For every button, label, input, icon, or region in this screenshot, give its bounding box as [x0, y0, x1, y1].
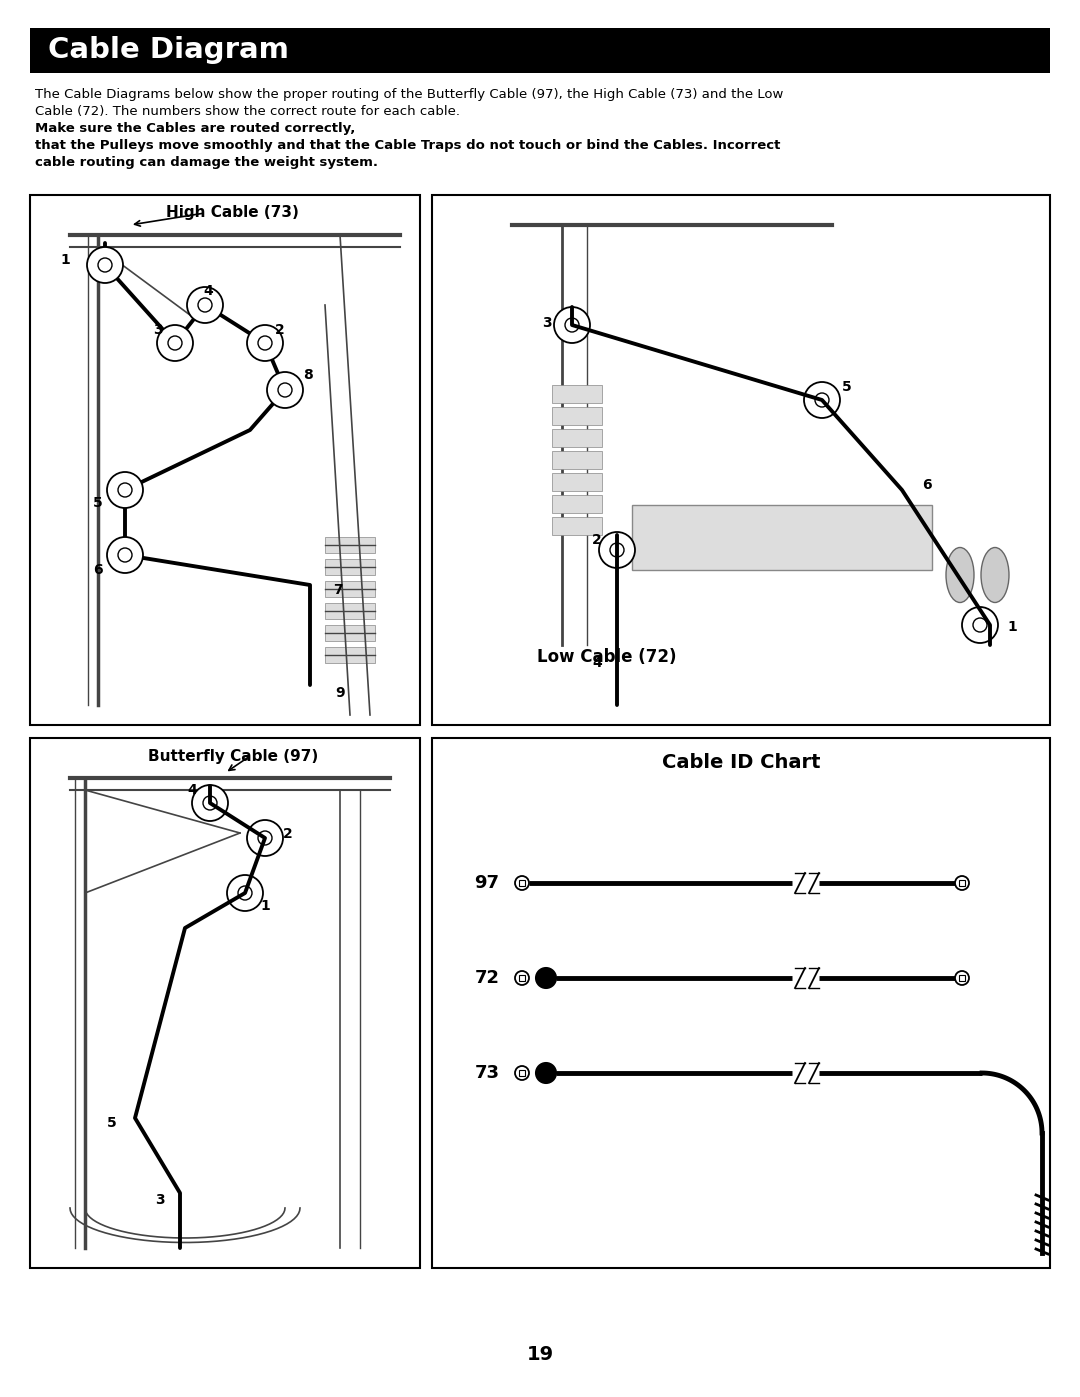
Bar — [325, 581, 375, 597]
Text: Make sure the Cables are routed correctly,: Make sure the Cables are routed correctl… — [35, 122, 355, 136]
Circle shape — [258, 337, 272, 351]
Text: 6: 6 — [922, 478, 932, 492]
Circle shape — [192, 785, 228, 821]
Text: 5: 5 — [842, 380, 852, 394]
Bar — [325, 604, 375, 619]
Circle shape — [168, 337, 183, 351]
Text: 8: 8 — [303, 367, 313, 381]
Text: 5: 5 — [93, 496, 103, 510]
Circle shape — [107, 472, 143, 509]
Circle shape — [515, 1066, 529, 1080]
Bar — [519, 975, 525, 981]
Text: 3: 3 — [542, 316, 552, 330]
Text: 1: 1 — [1008, 620, 1017, 634]
Circle shape — [278, 383, 292, 397]
Bar — [30, 738, 420, 1268]
Text: 19: 19 — [526, 1345, 554, 1365]
Circle shape — [267, 372, 303, 408]
Circle shape — [203, 796, 217, 810]
Circle shape — [955, 876, 969, 890]
Bar — [552, 451, 602, 469]
Circle shape — [157, 326, 193, 360]
Circle shape — [187, 286, 222, 323]
Bar — [519, 880, 525, 886]
Text: Low Cable (72): Low Cable (72) — [537, 648, 677, 666]
Bar — [552, 474, 602, 490]
Bar — [519, 1070, 525, 1076]
Bar — [30, 196, 420, 725]
Bar — [632, 504, 932, 570]
Circle shape — [955, 971, 969, 985]
Text: 2: 2 — [275, 323, 285, 337]
Circle shape — [515, 876, 529, 890]
Text: The Cable Diagrams below show the proper routing of the Butterfly Cable (97), th: The Cable Diagrams below show the proper… — [35, 88, 783, 101]
Ellipse shape — [981, 548, 1009, 602]
Bar — [325, 536, 375, 553]
Bar — [552, 495, 602, 513]
Text: 7: 7 — [334, 583, 342, 597]
Circle shape — [98, 258, 112, 272]
Ellipse shape — [946, 548, 974, 602]
Circle shape — [599, 532, 635, 569]
Text: 1: 1 — [260, 900, 270, 914]
Text: 9: 9 — [335, 686, 345, 700]
Circle shape — [804, 381, 840, 418]
Circle shape — [118, 483, 132, 497]
Bar — [325, 647, 375, 664]
Circle shape — [536, 968, 556, 988]
Bar — [959, 880, 966, 886]
Text: cable routing can damage the weight system.: cable routing can damage the weight syst… — [35, 156, 378, 169]
Bar — [432, 738, 1050, 1268]
Circle shape — [198, 298, 212, 312]
Circle shape — [238, 886, 252, 900]
Circle shape — [247, 820, 283, 856]
Bar — [325, 559, 375, 576]
Bar — [552, 386, 602, 402]
Text: Cable (72). The numbers show the correct route for each cable.: Cable (72). The numbers show the correct… — [35, 105, 464, 117]
Circle shape — [258, 831, 272, 845]
Circle shape — [515, 971, 529, 985]
Bar — [432, 196, 1050, 725]
Circle shape — [118, 548, 132, 562]
Circle shape — [227, 875, 264, 911]
Text: Cable ID Chart: Cable ID Chart — [662, 753, 820, 773]
Text: Cable Diagram: Cable Diagram — [48, 36, 288, 64]
Text: 73: 73 — [474, 1065, 499, 1083]
Bar — [552, 517, 602, 535]
Circle shape — [107, 536, 143, 573]
Text: 2: 2 — [592, 534, 602, 548]
Text: 3: 3 — [156, 1193, 165, 1207]
Circle shape — [565, 319, 579, 332]
Circle shape — [536, 1063, 556, 1083]
Text: 72: 72 — [474, 970, 499, 988]
Bar — [552, 429, 602, 447]
Circle shape — [247, 326, 283, 360]
Bar — [959, 975, 966, 981]
Bar — [552, 407, 602, 425]
Circle shape — [554, 307, 590, 344]
Circle shape — [87, 247, 123, 284]
Bar — [30, 28, 1050, 73]
Circle shape — [815, 393, 829, 407]
Text: Butterfly Cable (97): Butterfly Cable (97) — [148, 749, 318, 764]
Text: High Cable (73): High Cable (73) — [166, 205, 299, 221]
Circle shape — [962, 608, 998, 643]
Text: 2: 2 — [283, 827, 293, 841]
Bar — [325, 624, 375, 641]
Text: 4: 4 — [203, 284, 213, 298]
Text: 6: 6 — [93, 563, 103, 577]
Circle shape — [610, 543, 624, 557]
Circle shape — [973, 617, 987, 631]
Text: 97: 97 — [474, 875, 499, 893]
Text: that the Pulleys move smoothly and that the Cable Traps do not touch or bind the: that the Pulleys move smoothly and that … — [35, 138, 781, 152]
Text: 3: 3 — [153, 323, 163, 337]
Text: 4: 4 — [187, 782, 197, 798]
Text: 1: 1 — [60, 253, 70, 267]
Text: 4: 4 — [592, 657, 602, 671]
Text: 5: 5 — [107, 1116, 117, 1130]
